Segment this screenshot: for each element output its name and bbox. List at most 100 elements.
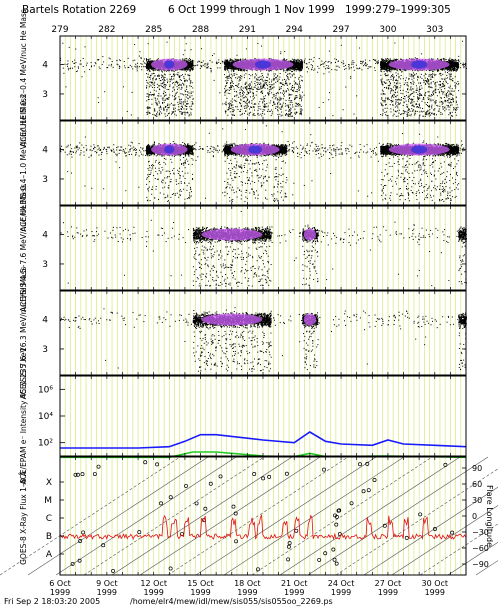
background-point: [308, 58, 310, 60]
background-point: [177, 72, 179, 74]
tail-point: [152, 114, 154, 116]
tail-point: [163, 99, 165, 101]
background-point: [383, 59, 385, 61]
tail-point: [149, 84, 151, 86]
tail-point: [181, 112, 183, 114]
background-point: [342, 63, 344, 65]
tail-point: [172, 75, 174, 77]
event-point: [224, 65, 226, 67]
tail-point: [161, 86, 163, 88]
event-point: [301, 69, 303, 71]
event-point: [183, 69, 185, 71]
event-point: [227, 60, 229, 62]
event-point: [146, 64, 148, 66]
background-point: [365, 63, 367, 65]
tail-point: [157, 95, 159, 97]
background-point: [93, 65, 95, 67]
background-point: [310, 58, 312, 60]
event-point: [191, 69, 193, 71]
background-point: [351, 63, 353, 65]
tail-point: [148, 96, 150, 98]
background-point: [313, 57, 315, 59]
background-point: [460, 67, 462, 69]
tail-point: [165, 98, 167, 100]
event-point: [231, 68, 233, 70]
background-point: [395, 82, 397, 84]
background-point: [218, 61, 220, 63]
tail-point: [186, 85, 188, 87]
tail-point: [166, 82, 168, 84]
background-point: [327, 61, 329, 63]
tail-point: [175, 92, 177, 94]
background-point: [312, 60, 314, 62]
event-point: [171, 70, 173, 72]
tail-point: [154, 110, 156, 112]
event-point: [285, 59, 287, 61]
background-point: [180, 79, 182, 81]
background-point: [399, 82, 401, 84]
event-point: [150, 67, 152, 69]
background-point: [98, 102, 100, 104]
tail-point: [192, 91, 194, 93]
tail-point: [181, 82, 183, 84]
event-point: [225, 68, 227, 70]
background-point: [414, 57, 416, 59]
tail-point: [189, 82, 191, 84]
tail-point: [176, 88, 178, 90]
tail-point: [154, 81, 156, 83]
event-point: [164, 70, 166, 72]
tail-point: [180, 88, 182, 90]
background-point: [144, 66, 146, 68]
figure-title: Bartels Rotation 2269: [22, 4, 136, 16]
event-point: [187, 67, 189, 69]
event-point: [147, 67, 149, 69]
tail-point: [146, 87, 148, 89]
event-point: [242, 70, 244, 72]
background-point: [323, 63, 325, 65]
tail-point: [185, 88, 187, 90]
background-point: [370, 66, 372, 68]
event-point: [293, 69, 295, 71]
background-point: [374, 60, 376, 62]
event-point: [185, 70, 187, 72]
background-point: [108, 57, 110, 59]
background-point: [457, 59, 459, 61]
background-point: [122, 86, 124, 88]
background-point: [359, 68, 361, 70]
tail-point: [179, 83, 181, 85]
event-point: [183, 58, 185, 60]
tail-point: [180, 108, 182, 110]
background-point: [341, 61, 343, 63]
tail-point: [176, 73, 178, 75]
tail-point: [153, 89, 155, 91]
tail-point: [180, 98, 182, 100]
background-point: [134, 59, 136, 61]
tail-point: [163, 87, 165, 89]
background-point: [91, 65, 93, 67]
tail-point: [177, 74, 179, 76]
tail-point: [164, 113, 166, 115]
background-point: [216, 61, 218, 63]
background-point: [118, 67, 120, 69]
event-point: [150, 65, 152, 67]
event-point: [146, 61, 148, 63]
background-point: [345, 67, 347, 69]
event-point: [299, 61, 301, 63]
background-point: [394, 42, 396, 44]
tail-point: [173, 82, 175, 84]
tail-point: [153, 73, 155, 75]
tail-point: [191, 105, 193, 107]
event-point: [300, 68, 302, 70]
background-point: [361, 69, 363, 71]
event-point: [185, 67, 187, 69]
tail-point: [163, 95, 165, 97]
background-point: [197, 61, 199, 63]
tail-point: [179, 103, 181, 105]
background-point: [308, 68, 310, 70]
background-point: [402, 78, 404, 80]
tail-point: [160, 83, 162, 85]
event-point: [190, 62, 192, 64]
event-point: [150, 64, 152, 66]
tail-point: [174, 113, 176, 115]
background-point: [334, 69, 336, 71]
